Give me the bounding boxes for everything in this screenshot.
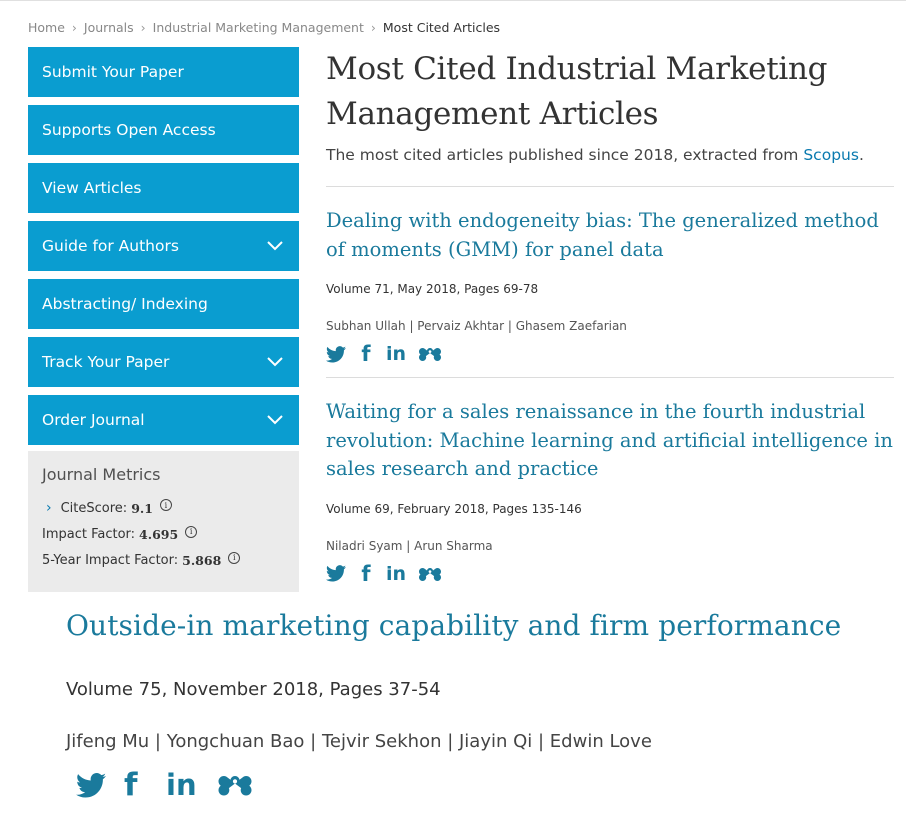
twitter-icon[interactable] (76, 772, 106, 798)
page-title-line2: Management Articles (326, 96, 659, 132)
intro-text: The most cited articles published since … (326, 146, 894, 164)
article-authors: Jifeng Mu | Yongchuan Bao | Tejvir Sekho… (66, 731, 652, 752)
breadcrumb-journal[interactable]: Industrial Marketing Management (152, 20, 364, 35)
divider (326, 377, 894, 378)
article-item: Dealing with endogeneity bias: The gener… (326, 187, 894, 366)
citescore-label: CiteScore: (60, 500, 128, 516)
twitter-icon[interactable] (326, 565, 346, 582)
article-volume: Volume 69, February 2018, Pages 135-146 (326, 501, 582, 516)
order-journal-button[interactable]: Order Journal (28, 395, 299, 445)
sidebar: Submit Your Paper Supports Open Access V… (28, 47, 299, 592)
mendeley-icon[interactable] (417, 346, 443, 362)
facebook-icon[interactable]: f (124, 767, 138, 803)
facebook-icon[interactable]: f (361, 342, 371, 366)
chevron-right-icon: › (140, 20, 146, 35)
top-divider (0, 0, 906, 1)
guide-for-authors-button[interactable]: Guide for Authors (28, 221, 299, 271)
metrics-title: Journal Metrics (42, 465, 161, 484)
breadcrumb-journals[interactable]: Journals (83, 20, 134, 35)
main-content: Most Cited Industrial Marketing Manageme… (326, 47, 894, 586)
breadcrumb-home[interactable]: Home (28, 20, 65, 35)
sidebar-item-label: Guide for Authors (42, 237, 179, 255)
share-icons: f in (76, 767, 255, 803)
article-title-link[interactable]: Dealing with endogeneity bias: The gener… (326, 209, 879, 261)
five-year-impact-label: 5-Year Impact Factor: (42, 553, 179, 568)
zoomed-article: Outside-in marketing capability and firm… (0, 593, 906, 814)
view-articles-button[interactable]: View Articles (28, 163, 299, 213)
submit-paper-button[interactable]: Submit Your Paper (28, 47, 299, 97)
article-volume: Volume 71, May 2018, Pages 69-78 (326, 282, 539, 296)
sidebar-item-label: Track Your Paper (42, 353, 170, 371)
citescore-value: 9.1 (131, 500, 153, 516)
five-year-impact-row: 5-Year Impact Factor: 5.868 i (42, 551, 285, 568)
chevron-right-icon: › (370, 20, 376, 35)
article-title-link[interactable]: Outside-in marketing capability and firm… (66, 609, 842, 642)
page-title: Most Cited Industrial Marketing Manageme… (326, 47, 894, 137)
linkedin-icon[interactable]: in (386, 562, 407, 585)
sidebar-item-label: Supports Open Access (42, 121, 216, 139)
mendeley-icon[interactable] (215, 773, 255, 797)
twitter-icon[interactable] (326, 345, 346, 363)
share-icons: f in (326, 342, 894, 366)
chevron-right-icon: › (71, 20, 77, 35)
journal-metrics-panel: Journal Metrics › CiteScore: 9.1 i Impac… (28, 451, 299, 592)
scopus-link[interactable]: Scopus (803, 146, 859, 164)
info-icon[interactable]: i (159, 499, 172, 511)
intro-end: . (858, 146, 864, 164)
intro-body: The most cited articles published since … (326, 146, 804, 164)
linkedin-icon[interactable]: in (166, 768, 197, 802)
page-viewport: Home › Journals › Industrial Marketing Manag… (28, 20, 894, 592)
sidebar-item-label: Order Journal (42, 411, 145, 429)
chevron-right-icon: › (46, 500, 52, 516)
mendeley-icon[interactable] (417, 566, 443, 582)
track-paper-button[interactable]: Track Your Paper (28, 337, 299, 387)
article-title-link[interactable]: Waiting for a sales renaissance in the f… (326, 400, 893, 480)
chevron-down-icon (265, 410, 285, 430)
five-year-impact-value: 5.868 (182, 553, 222, 568)
chevron-down-icon (265, 236, 285, 256)
article-authors: Subhan Ullah | Pervaiz Akhtar | Ghasem Z… (326, 319, 627, 333)
abstracting-indexing-button[interactable]: Abstracting/ Indexing (28, 279, 299, 329)
page-title-line1: Most Cited Industrial Marketing (326, 51, 828, 87)
citescore-row[interactable]: › CiteScore: 9.1 i (42, 499, 285, 516)
info-icon[interactable]: i (228, 551, 241, 564)
share-icons: f in (326, 561, 894, 586)
open-access-button[interactable]: Supports Open Access (28, 105, 299, 155)
sidebar-item-label: Submit Your Paper (42, 63, 184, 81)
article-authors: Niladri Syam | Arun Sharma (326, 538, 493, 553)
impact-factor-label: Impact Factor: (42, 527, 136, 542)
linkedin-icon[interactable]: in (386, 343, 407, 365)
sidebar-item-label: Abstracting/ Indexing (42, 295, 208, 313)
info-icon[interactable]: i (185, 525, 198, 538)
article-item: Waiting for a sales renaissance in the f… (326, 378, 894, 586)
facebook-icon[interactable]: f (361, 561, 371, 586)
sidebar-item-label: View Articles (42, 179, 142, 197)
breadcrumb-current: Most Cited Articles (382, 20, 501, 35)
impact-factor-value: 4.695 (139, 527, 179, 542)
article-volume: Volume 75, November 2018, Pages 37-54 (66, 679, 441, 700)
chevron-down-icon (265, 352, 285, 372)
breadcrumb: Home › Journals › Industrial Marketing Manag… (28, 20, 500, 35)
divider (326, 186, 894, 187)
impact-factor-row: Impact Factor: 4.695 i (42, 525, 285, 542)
